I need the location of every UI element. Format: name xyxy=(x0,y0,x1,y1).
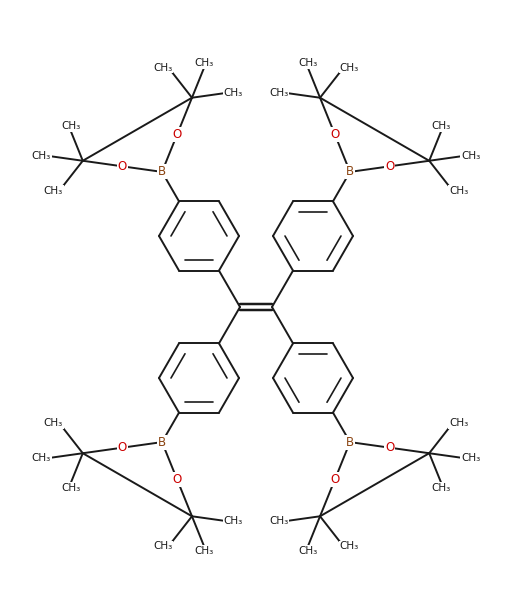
Text: B: B xyxy=(158,165,166,178)
Text: O: O xyxy=(173,473,182,486)
Text: CH₃: CH₃ xyxy=(224,89,243,98)
Text: CH₃: CH₃ xyxy=(61,483,80,493)
Text: O: O xyxy=(385,441,394,454)
Text: O: O xyxy=(118,160,127,173)
Text: O: O xyxy=(330,129,339,141)
Text: CH₃: CH₃ xyxy=(269,516,288,526)
Text: CH₃: CH₃ xyxy=(298,58,317,68)
Text: B: B xyxy=(346,435,354,448)
Text: CH₃: CH₃ xyxy=(340,63,359,73)
Text: CH₃: CH₃ xyxy=(461,453,480,462)
Text: CH₃: CH₃ xyxy=(269,89,288,98)
Text: CH₃: CH₃ xyxy=(340,541,359,552)
Text: O: O xyxy=(385,160,394,173)
Text: CH₃: CH₃ xyxy=(44,186,63,196)
Text: CH₃: CH₃ xyxy=(432,483,451,493)
Text: CH₃: CH₃ xyxy=(32,453,51,462)
Text: CH₃: CH₃ xyxy=(44,418,63,428)
Text: CH₃: CH₃ xyxy=(195,58,214,68)
Text: CH₃: CH₃ xyxy=(224,516,243,526)
Text: O: O xyxy=(330,473,339,486)
Text: CH₃: CH₃ xyxy=(32,151,51,161)
Text: CH₃: CH₃ xyxy=(461,151,480,161)
Text: B: B xyxy=(346,165,354,178)
Text: CH₃: CH₃ xyxy=(449,418,468,428)
Text: CH₃: CH₃ xyxy=(449,186,468,196)
Text: CH₃: CH₃ xyxy=(61,121,80,131)
Text: O: O xyxy=(173,129,182,141)
Text: B: B xyxy=(158,435,166,448)
Text: CH₃: CH₃ xyxy=(195,546,214,556)
Text: O: O xyxy=(118,441,127,454)
Text: CH₃: CH₃ xyxy=(298,546,317,556)
Text: CH₃: CH₃ xyxy=(153,541,172,552)
Text: CH₃: CH₃ xyxy=(153,63,172,73)
Text: CH₃: CH₃ xyxy=(432,121,451,131)
